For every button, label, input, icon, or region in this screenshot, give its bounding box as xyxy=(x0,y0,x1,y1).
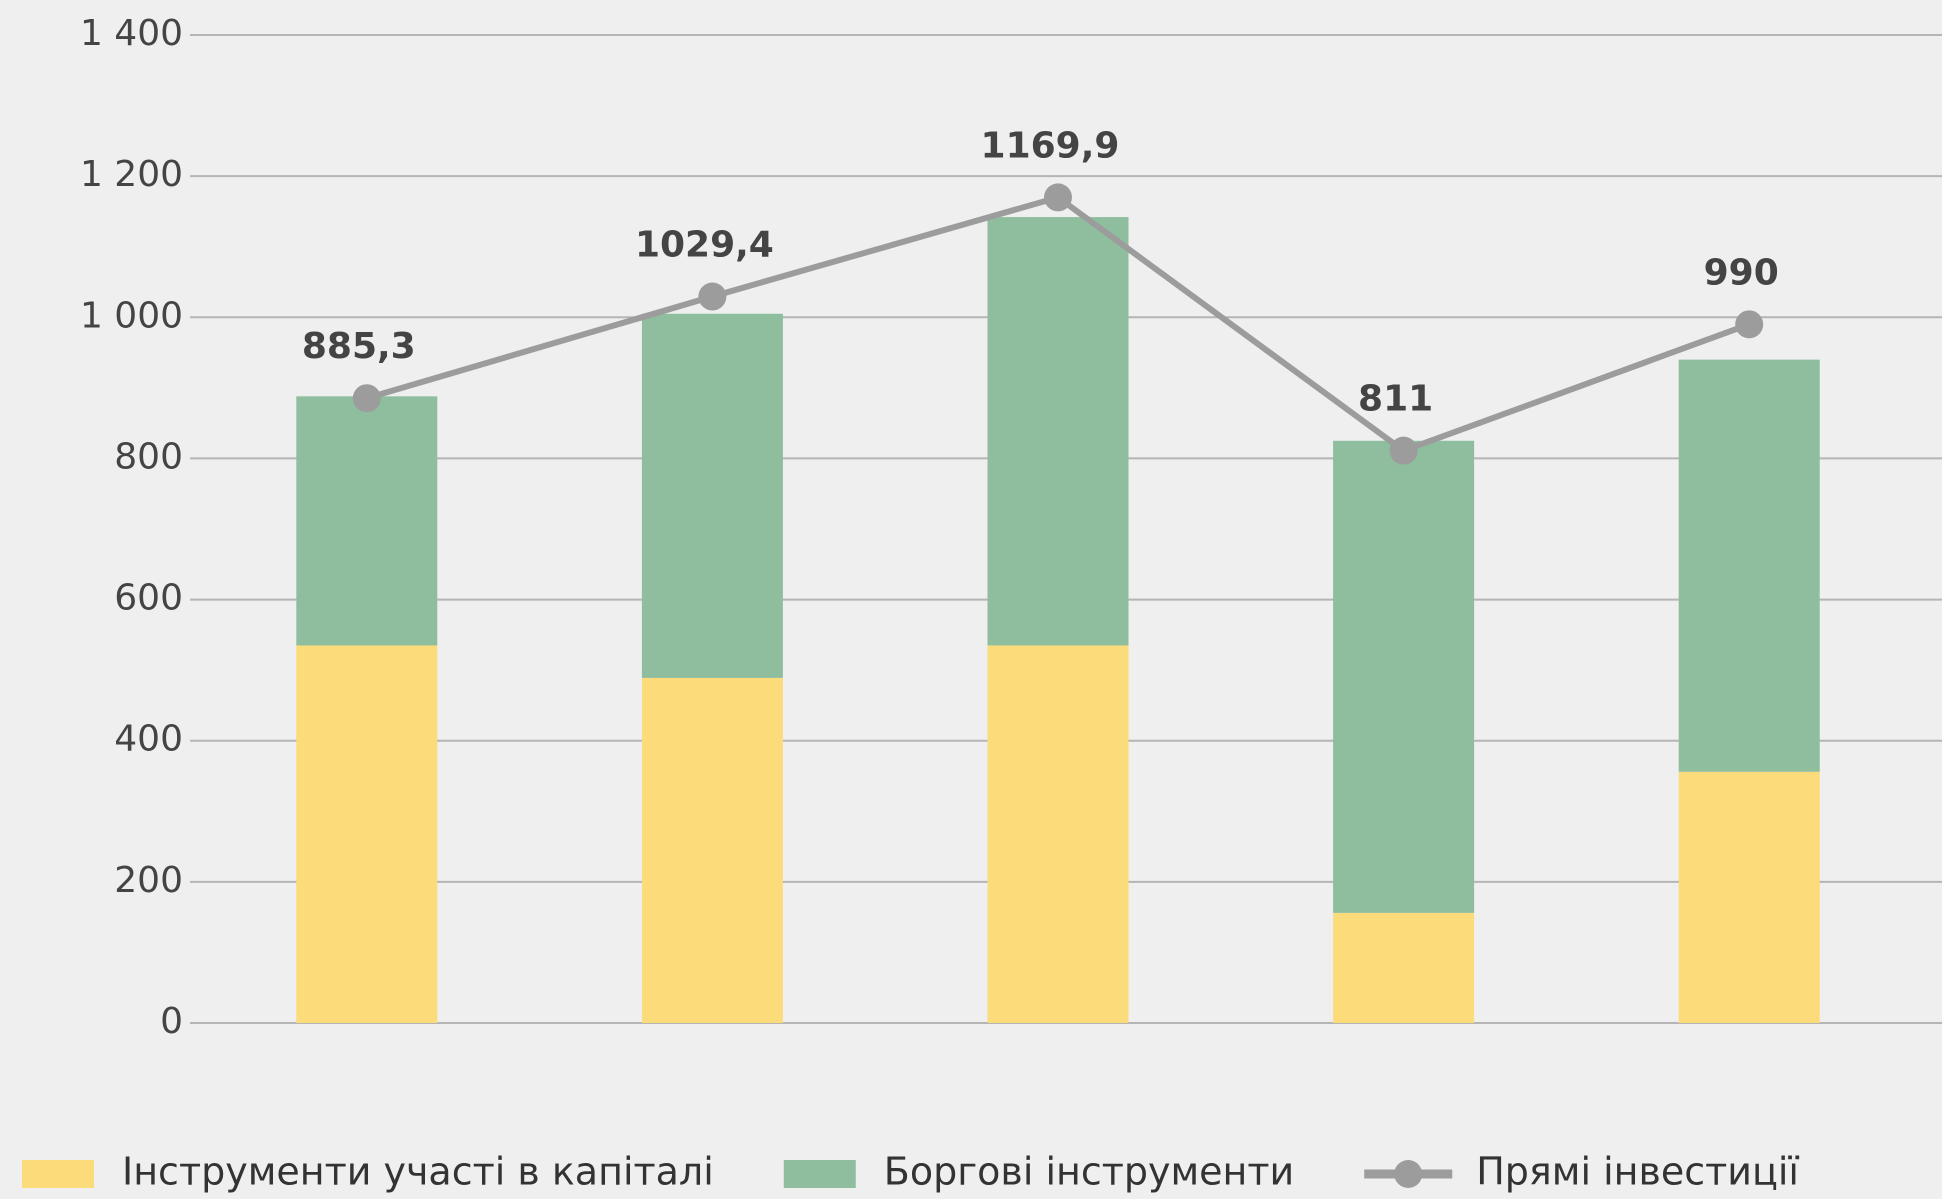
bar-segment xyxy=(296,645,438,1023)
y-tick-label: 800 xyxy=(114,436,183,477)
bar-segment xyxy=(1333,440,1475,913)
legend-label: Прямі інвестиції xyxy=(1476,1150,1799,1194)
data-label: 1169,9 xyxy=(981,125,1120,166)
y-tick-label: 400 xyxy=(114,719,183,760)
legend-swatch xyxy=(783,1160,856,1188)
bar-segment xyxy=(987,217,1129,646)
legend-swatch xyxy=(22,1160,94,1188)
data-label: 990 xyxy=(1704,252,1779,293)
data-label: 1029,4 xyxy=(635,225,774,266)
bar-segment xyxy=(987,645,1129,1023)
bar-segment xyxy=(641,313,783,678)
bar-segment xyxy=(641,677,783,1023)
bar-segment xyxy=(296,396,438,646)
line-point xyxy=(698,282,727,311)
y-tick-label: 1 400 xyxy=(80,13,183,54)
line-point xyxy=(352,384,381,413)
y-tick-label: 1 000 xyxy=(80,295,183,336)
y-tick-label: 200 xyxy=(114,860,183,901)
legend-label: Інструменти участі в капіталі xyxy=(122,1150,714,1194)
line-point xyxy=(1389,436,1418,465)
data-label: 885,3 xyxy=(302,326,416,367)
legend-marker xyxy=(1394,1160,1423,1188)
data-label: 811 xyxy=(1358,379,1433,420)
line-point xyxy=(1735,310,1764,339)
bar-segment xyxy=(1333,912,1475,1023)
bar-segment xyxy=(1678,359,1820,772)
legend-label: Боргові інструменти xyxy=(884,1150,1294,1194)
bar-segment xyxy=(1678,771,1820,1023)
y-tick-label: 0 xyxy=(160,1001,183,1042)
line-point xyxy=(1044,183,1072,212)
y-tick-label: 600 xyxy=(114,578,183,619)
y-tick-label: 1 200 xyxy=(80,154,183,195)
